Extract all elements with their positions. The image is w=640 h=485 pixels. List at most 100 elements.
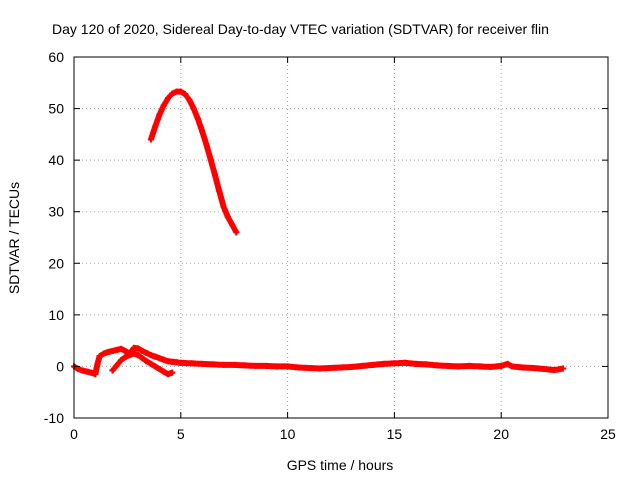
data-point — [182, 91, 189, 98]
data-point — [199, 360, 206, 367]
data-point — [160, 356, 167, 363]
data-point — [338, 364, 344, 371]
data-point — [199, 128, 206, 135]
data-point — [164, 95, 171, 102]
data-point — [105, 348, 112, 355]
data-point — [135, 345, 142, 352]
data-point — [305, 364, 312, 371]
data-point — [391, 360, 398, 367]
x-tick-label: 5 — [177, 426, 185, 442]
series-mid-loop — [109, 350, 176, 378]
data-point — [263, 362, 270, 369]
data-point — [551, 367, 558, 374]
x-tick-label: 20 — [493, 426, 509, 442]
series-arc-high — [147, 88, 240, 236]
data-point — [233, 229, 240, 236]
label-layer: 0 5 10 15 20 25 -10 0 10 20 30 40 50 60 — [44, 49, 616, 442]
x-axis-label: GPS time / hours — [287, 457, 394, 473]
data-point — [216, 188, 223, 195]
data-point — [466, 362, 473, 369]
x-tick-label: 0 — [70, 426, 78, 442]
data-point — [186, 96, 193, 103]
data-point — [498, 362, 505, 369]
data-point — [160, 368, 167, 375]
data-point — [139, 355, 146, 362]
data-point — [316, 365, 323, 372]
data-point — [152, 363, 159, 370]
data-point — [83, 368, 90, 375]
data-point — [224, 213, 231, 220]
data-point — [177, 88, 184, 95]
data-point — [194, 115, 201, 122]
data-point — [147, 360, 154, 367]
data-point — [508, 363, 515, 370]
data-point — [423, 361, 430, 368]
data-point — [455, 363, 462, 370]
data-point — [209, 361, 216, 368]
data-point — [229, 221, 236, 228]
y-tick-label: 0 — [56, 358, 64, 374]
data-point — [113, 362, 120, 369]
data-point — [169, 90, 176, 97]
data-point — [126, 352, 133, 359]
data-point — [92, 371, 99, 378]
data-point — [231, 361, 238, 368]
data-point — [156, 366, 163, 373]
data-point — [75, 366, 82, 373]
data-point — [117, 345, 124, 352]
data-point — [560, 365, 567, 372]
data-point — [88, 369, 95, 376]
data-point — [177, 359, 184, 366]
data-point — [117, 357, 124, 364]
y-tick-label: 50 — [48, 101, 64, 117]
data-point — [109, 367, 116, 374]
data-point — [540, 366, 547, 373]
y-tick-label: 20 — [48, 255, 64, 271]
plot-frame — [73, 56, 609, 419]
data-point — [273, 363, 280, 370]
data-point — [188, 360, 195, 367]
data-point — [487, 363, 494, 370]
data-point — [220, 361, 227, 368]
data-point — [359, 362, 366, 369]
data-point — [504, 360, 511, 367]
data-point — [348, 363, 355, 370]
data-point — [143, 358, 150, 365]
data-point — [519, 364, 526, 371]
data-point — [190, 105, 197, 112]
data-point — [327, 364, 334, 371]
data-point — [122, 354, 129, 361]
data-point — [402, 359, 409, 366]
data-point — [284, 363, 291, 370]
data-point — [152, 123, 159, 130]
data-point — [241, 362, 248, 369]
data-point — [147, 136, 154, 143]
y-axis-label: SDTVAR / TECUs — [6, 182, 22, 294]
data-point — [94, 360, 101, 367]
data-point — [203, 141, 210, 148]
data-point — [370, 361, 377, 368]
y-tick-label: 40 — [48, 152, 64, 168]
data-point — [207, 156, 214, 163]
data-point — [147, 352, 154, 359]
data-point — [160, 102, 167, 109]
y-tick-label: -10 — [44, 410, 64, 426]
chart-title: Day 120 of 2020, Sidereal Day-to-day VTE… — [52, 21, 549, 37]
data-layer — [71, 88, 567, 378]
data-point — [96, 353, 103, 360]
series-baseline — [71, 344, 567, 378]
tick-layer — [73, 56, 609, 419]
data-point — [220, 203, 227, 210]
data-point — [211, 172, 218, 179]
data-point — [434, 362, 441, 369]
data-point — [143, 350, 150, 357]
y-tick-label: 10 — [48, 307, 64, 323]
x-tick-label: 10 — [280, 426, 296, 442]
data-point — [139, 347, 146, 354]
data-point — [412, 360, 419, 367]
x-tick-label: 25 — [600, 426, 616, 442]
data-point — [169, 369, 176, 376]
data-point — [444, 362, 451, 369]
